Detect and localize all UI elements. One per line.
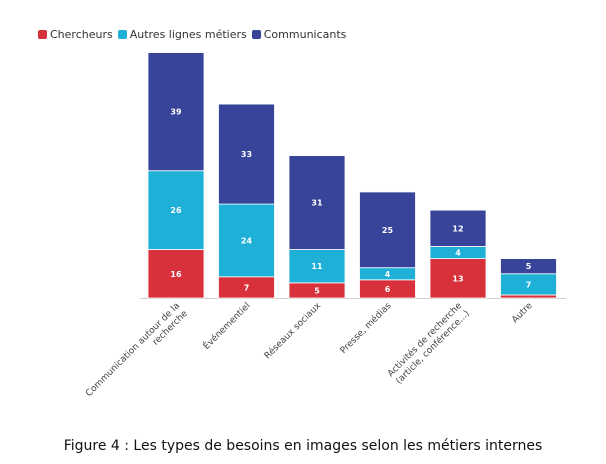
x-tick-label-reseaux-sociaux: Réseaux sociaux	[262, 300, 323, 361]
bar-chercheurs-communication-autour-de-la-recherche[interactable]	[147, 249, 205, 299]
legend-label-autres-lignes-metiers: Autres lignes métiers	[129, 28, 247, 41]
data-label-communicants-presse-medias: 25	[382, 226, 394, 235]
data-label-chercheurs-reseaux-sociaux: 5	[314, 286, 320, 295]
bar-communicants-presse-medias[interactable]	[359, 191, 416, 269]
legend-item-autres-lignes-metiers[interactable]: Autres lignes métiers	[117, 28, 247, 41]
legend-swatch-autres-lignes-metiers	[117, 30, 127, 39]
chart-legend: Chercheurs Autres lignes métiers Communi…	[38, 28, 351, 41]
x-tick-label-communication-autour-de-la-recherche: Communication autour de larecherche	[84, 301, 190, 407]
data-label-chercheurs-evenementiel: 7	[244, 283, 250, 292]
x-tick-label-activites-de-recherche-article-conference: Activités de recherche(article, conféren…	[385, 300, 472, 387]
data-label-chercheurs-presse-medias: 6	[385, 285, 391, 294]
data-label-autres-lignes-metiers-evenementiel: 24	[241, 236, 253, 245]
bar-chercheurs-autre[interactable]	[500, 294, 557, 299]
legend-label-communicants: Communicants	[263, 28, 347, 41]
bar-communicants-autre[interactable]	[500, 258, 557, 275]
legend-label-chercheurs: Chercheurs	[50, 28, 113, 41]
data-label-autres-lignes-metiers-reseaux-sociaux: 11	[311, 262, 323, 271]
bar-autres-lignes-metiers-evenementiel[interactable]	[218, 203, 275, 278]
bar-communicants-reseaux-sociaux[interactable]	[288, 155, 346, 250]
legend-swatch-chercheurs	[38, 30, 47, 39]
x-tick-label-presse-medias: Presse, médias	[338, 300, 394, 356]
data-label-autres-lignes-metiers-communication-autour-de-la-recherche: 26	[170, 206, 182, 215]
data-label-autres-lignes-metiers-presse-medias: 4	[385, 270, 391, 279]
data-label-communicants-activites-de-recherche-article-conference: 12	[452, 224, 463, 233]
bar-communicants-activites-de-recherche-article-conference[interactable]	[429, 209, 487, 247]
legend-item-communicants[interactable]: Communicants	[251, 28, 347, 41]
bar-autres-lignes-metiers-communication-autour-de-la-recherche[interactable]	[147, 170, 205, 250]
stacked-bar-chart: 16 26 39 Communication autour de larecherch…	[84, 52, 566, 407]
data-label-chercheurs-communication-autour-de-la-recherche: 16	[170, 270, 182, 279]
x-tick-label-evenementiel: Événementiel	[200, 300, 252, 352]
data-label-chercheurs-activites-de-recherche-article-conference: 13	[452, 274, 463, 283]
x-tick-label-autre: Autre	[510, 301, 535, 326]
bar-communicants-communication-autour-de-la-recherche[interactable]	[147, 52, 205, 172]
legend-swatch-communicants	[251, 30, 261, 39]
bar-autres-lignes-metiers-reseaux-sociaux[interactable]	[288, 249, 346, 284]
data-label-communicants-reseaux-sociaux: 31	[311, 199, 323, 208]
bar-communicants-evenementiel[interactable]	[218, 103, 275, 205]
data-label-communicants-autre: 5	[526, 262, 532, 271]
data-label-autres-lignes-metiers-activites-de-recherche-article-conference: 4	[455, 249, 461, 258]
data-label-communicants-communication-autour-de-la-recherche: 39	[170, 108, 182, 117]
figure-caption: Figure 4 : Les types de besoins en image…	[63, 438, 543, 454]
data-label-communicants-evenementiel: 33	[241, 150, 252, 159]
legend-item-chercheurs[interactable]: Chercheurs	[38, 28, 113, 41]
data-label-autres-lignes-metiers-autre: 7	[526, 280, 532, 289]
bar-chercheurs-activites-de-recherche-article-conference[interactable]	[429, 258, 487, 299]
